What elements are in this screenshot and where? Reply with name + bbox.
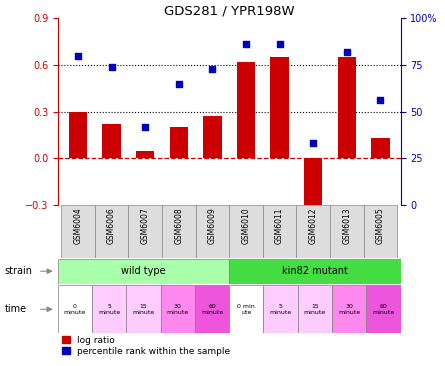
Text: GSM6006: GSM6006 xyxy=(107,208,116,244)
Bar xyxy=(330,205,364,258)
Text: 0 min
ute: 0 min ute xyxy=(238,304,255,315)
Text: 15
minute: 15 minute xyxy=(133,304,155,315)
Point xyxy=(343,49,350,55)
Bar xyxy=(58,259,229,284)
Text: 0
minute: 0 minute xyxy=(64,304,86,315)
Bar xyxy=(296,205,330,258)
Point xyxy=(108,64,115,70)
Text: GSM6004: GSM6004 xyxy=(73,208,82,244)
Bar xyxy=(126,285,161,333)
Text: wild type: wild type xyxy=(121,266,166,276)
Text: strain: strain xyxy=(4,266,32,276)
Bar xyxy=(58,285,92,333)
Text: GSM6012: GSM6012 xyxy=(309,208,318,244)
Text: 60
minute: 60 minute xyxy=(372,304,395,315)
Text: 5
minute: 5 minute xyxy=(98,304,120,315)
Bar xyxy=(203,116,222,158)
Bar xyxy=(270,57,289,158)
Bar xyxy=(263,285,298,333)
Bar xyxy=(371,138,389,158)
Title: GDS281 / YPR198W: GDS281 / YPR198W xyxy=(164,4,295,17)
Text: GSM6009: GSM6009 xyxy=(208,208,217,244)
Text: 5
minute: 5 minute xyxy=(270,304,292,315)
Bar xyxy=(162,205,196,258)
Text: 30
minute: 30 minute xyxy=(167,304,189,315)
Bar xyxy=(61,205,95,258)
Bar xyxy=(337,57,356,158)
Bar xyxy=(304,158,322,208)
Bar xyxy=(92,285,126,333)
Point xyxy=(74,53,81,59)
Bar xyxy=(102,124,121,158)
Point xyxy=(142,124,149,130)
Bar xyxy=(237,62,255,158)
Bar xyxy=(196,205,229,258)
Bar xyxy=(364,205,397,258)
Bar xyxy=(366,285,400,333)
Text: GSM6005: GSM6005 xyxy=(376,208,385,244)
Bar xyxy=(229,285,263,333)
Text: 15
minute: 15 minute xyxy=(304,304,326,315)
Text: GSM6008: GSM6008 xyxy=(174,208,183,244)
Bar xyxy=(129,205,162,258)
Bar xyxy=(69,112,87,158)
Point xyxy=(243,41,250,47)
Bar xyxy=(161,285,195,333)
Text: 30
minute: 30 minute xyxy=(338,304,360,315)
Bar xyxy=(170,127,188,158)
Text: 60
minute: 60 minute xyxy=(201,304,223,315)
Bar xyxy=(195,285,229,333)
Bar xyxy=(229,205,263,258)
Bar xyxy=(136,150,154,158)
Legend: log ratio, percentile rank within the sample: log ratio, percentile rank within the sa… xyxy=(62,336,230,355)
Point xyxy=(209,66,216,72)
Text: time: time xyxy=(4,304,27,314)
Text: kin82 mutant: kin82 mutant xyxy=(282,266,348,276)
Bar xyxy=(229,259,400,284)
Point xyxy=(276,41,283,47)
Text: GSM6007: GSM6007 xyxy=(141,208,150,244)
Text: GSM6011: GSM6011 xyxy=(275,208,284,244)
Bar xyxy=(95,205,129,258)
Bar xyxy=(332,285,366,333)
Point xyxy=(310,141,317,146)
Bar xyxy=(298,285,332,333)
Point xyxy=(175,81,182,86)
Point xyxy=(377,97,384,103)
Text: GSM6013: GSM6013 xyxy=(342,208,351,244)
Bar xyxy=(263,205,296,258)
Text: GSM6010: GSM6010 xyxy=(242,208,251,244)
